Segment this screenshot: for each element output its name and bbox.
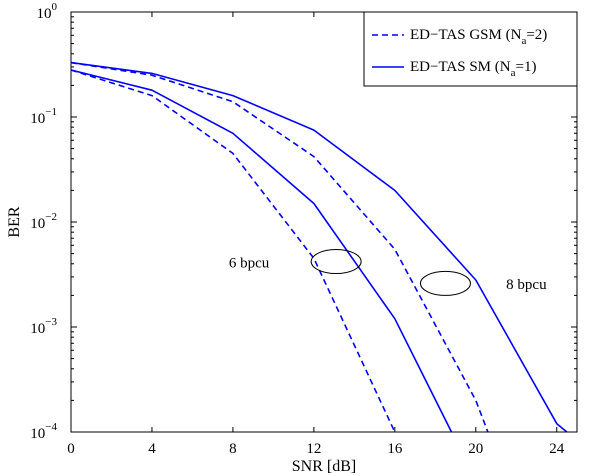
y-tick-label: 10−4 [30,421,57,442]
y-tick-label-base: 10 [30,426,45,442]
y-tick-label: 10−2 [30,211,57,232]
y-axis-label: BER [6,206,23,237]
x-tick-label: 16 [387,441,403,457]
y-tick-label: 10−1 [30,106,57,127]
annotation-ellipse [310,249,362,275]
legend-entry-sm-sub: a [511,67,516,79]
x-tick-label: 12 [306,441,321,457]
annotation-label: 8 bpcu [506,277,547,293]
legend-entry-sm-main: ED−TAS SM (N [410,59,511,75]
series-line-dashed [70,69,396,433]
y-tick-label: 10−3 [30,316,57,337]
x-tick-label: 0 [67,441,75,457]
legend-entry-gsm-tail: =2) [526,27,547,43]
series-line-solid [70,61,568,433]
legend-entry-sm-tail: =1) [516,59,537,75]
y-tick-label-exponent: 0 [52,1,58,13]
y-tick-label-base: 10 [30,216,45,232]
legend-entry-gsm-main: ED−TAS GSM (N [410,27,522,43]
x-tick-label: 8 [229,441,237,457]
legend-box [363,11,578,87]
y-tick-label-base: 10 [30,111,45,127]
annotation-label: 6 bpcu [229,255,270,271]
y-tick-label-exponent: −3 [45,316,57,328]
x-tick-label: 24 [549,441,565,457]
x-tick-label: 20 [468,441,483,457]
series-line-solid [70,69,453,433]
y-tick-label-base: 10 [37,6,52,22]
y-tick-label-exponent: −1 [45,106,57,118]
legend: ED−TAS GSM (Na=2) ED−TAS SM (Na=1) [363,11,578,87]
annotation-ellipse [419,270,471,296]
legend-entry-gsm-sub: a [521,35,526,47]
plot-area [70,61,568,433]
y-tick-label: 100 [37,1,58,22]
y-tick-label-base: 10 [30,321,45,337]
annotations: 6 bpcu 8 bpcu [229,249,547,296]
y-tick-label-exponent: −4 [45,421,57,433]
legend-entry-gsm: ED−TAS GSM (Na=2) [410,27,547,47]
series-line-dashed [70,61,489,433]
legend-entry-sm: ED−TAS SM (Na=1) [410,59,536,79]
y-tick-label-exponent: −2 [45,211,57,223]
x-tick-label: 4 [148,441,156,457]
x-axis-label: SNR [dB] [292,458,356,475]
